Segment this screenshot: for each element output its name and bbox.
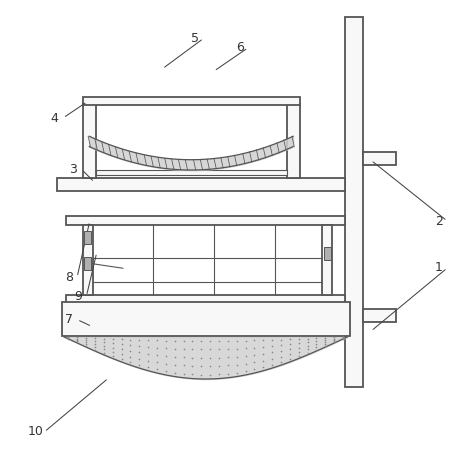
Text: 5: 5 [191,32,199,45]
Text: 8: 8 [65,271,73,284]
Bar [66,294,345,303]
Bar [345,17,363,388]
Text: 10: 10 [28,426,44,438]
Bar [57,178,345,190]
Bar [62,302,350,336]
Bar [363,152,396,165]
Bar [83,103,96,178]
Bar [96,170,287,175]
Bar [84,231,91,245]
Text: 2: 2 [435,215,443,228]
Bar [84,257,91,270]
Bar [66,217,345,225]
Bar [83,97,300,105]
Text: 4: 4 [51,112,59,124]
Text: 6: 6 [236,41,243,54]
Bar [83,225,93,294]
Bar [363,309,396,322]
Bar [323,247,331,260]
Text: 7: 7 [65,313,73,326]
Text: 3: 3 [70,163,77,176]
Text: 9: 9 [74,290,82,303]
Bar [321,225,332,294]
Bar [287,103,300,178]
Text: 1: 1 [435,261,443,275]
